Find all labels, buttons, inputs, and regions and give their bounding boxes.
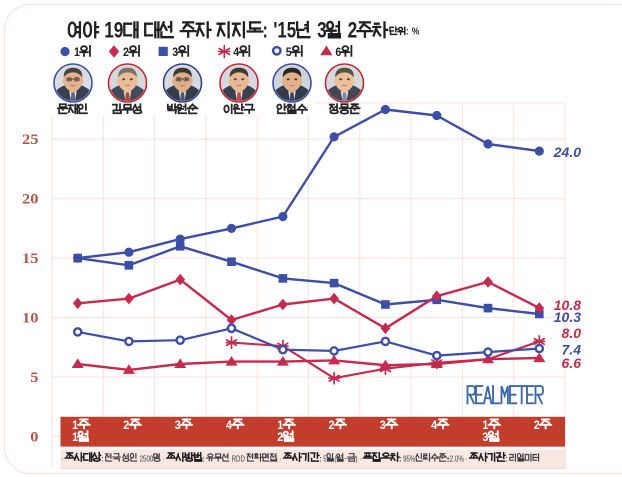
svg-text:2500: 2500 xyxy=(140,453,154,463)
svg-text:25: 25 xyxy=(22,132,39,148)
svg-text:3: 3 xyxy=(175,418,181,432)
svg-text:19: 19 xyxy=(104,18,123,43)
svg-text::: : xyxy=(320,454,322,463)
svg-text:·: · xyxy=(359,453,361,463)
svg-text:%: % xyxy=(412,27,420,38)
svg-text:(: ( xyxy=(334,453,336,463)
svg-text:±2.0%: ±2.0% xyxy=(446,453,464,463)
svg-text:6: 6 xyxy=(335,47,341,59)
svg-text:3: 3 xyxy=(482,430,488,444)
svg-text:0: 0 xyxy=(30,430,38,446)
svg-text:2: 2 xyxy=(123,418,129,432)
svg-text:1: 1 xyxy=(74,47,80,59)
svg-text:1: 1 xyxy=(72,430,78,444)
svg-text:24.0: 24.0 xyxy=(553,144,581,160)
svg-text:6.6: 6.6 xyxy=(562,355,582,371)
svg-text::: : xyxy=(506,454,508,463)
svg-text:95%: 95% xyxy=(403,453,416,463)
svg-text:15: 15 xyxy=(22,251,39,267)
svg-text:5: 5 xyxy=(30,370,38,386)
svg-text:4: 4 xyxy=(226,418,232,432)
svg-text:4: 4 xyxy=(431,418,437,432)
svg-text:10.3: 10.3 xyxy=(554,309,581,325)
svg-text:5: 5 xyxy=(286,47,292,59)
svg-text:3: 3 xyxy=(172,47,178,59)
svg-text:2: 2 xyxy=(534,418,540,432)
svg-text::: : xyxy=(406,27,409,38)
svg-text:·: · xyxy=(466,453,468,463)
svg-text:10: 10 xyxy=(22,311,39,327)
svg-text:7.4: 7.4 xyxy=(562,342,582,358)
svg-text:·: · xyxy=(61,453,63,463)
svg-text:~: ~ xyxy=(344,453,348,463)
svg-text:2: 2 xyxy=(348,18,358,43)
svg-text:8.0: 8.0 xyxy=(562,325,582,341)
svg-text:4: 4 xyxy=(233,47,239,59)
svg-text:·: · xyxy=(280,453,282,463)
svg-text:1: 1 xyxy=(72,418,78,432)
svg-text:3: 3 xyxy=(317,18,327,43)
svg-text::: : xyxy=(263,18,268,43)
svg-text:2: 2 xyxy=(277,430,283,444)
svg-text::: : xyxy=(203,454,205,463)
svg-text:2: 2 xyxy=(329,418,335,432)
svg-text::: : xyxy=(400,454,402,463)
svg-text:2: 2 xyxy=(123,47,129,59)
svg-text:RDD: RDD xyxy=(232,453,245,463)
svg-text:3: 3 xyxy=(380,418,386,432)
svg-text:20: 20 xyxy=(22,192,39,208)
svg-text:·: · xyxy=(163,453,165,463)
svg-text:10.8: 10.8 xyxy=(554,297,581,313)
svg-text:'15: '15 xyxy=(273,18,296,43)
svg-text:): ) xyxy=(356,453,358,463)
svg-text::: : xyxy=(101,454,103,463)
svg-text:1: 1 xyxy=(482,418,488,432)
svg-text:5: 5 xyxy=(323,453,327,463)
svg-text:1: 1 xyxy=(277,418,283,432)
